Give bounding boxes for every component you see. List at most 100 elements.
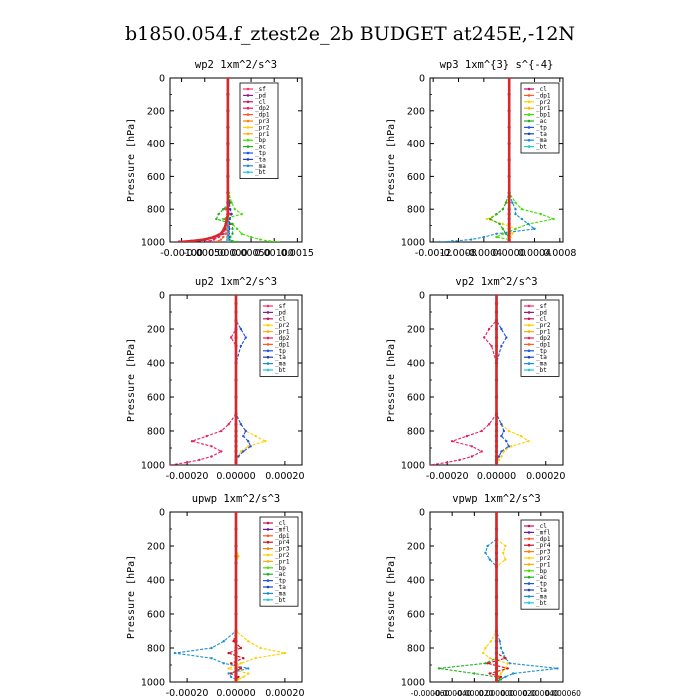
legend-label: _dp2: [536, 335, 551, 342]
y-tick-label: 1000: [401, 238, 425, 249]
y-tick-label: 200: [407, 542, 425, 553]
data-point-pr2: [247, 672, 250, 675]
data-point-pr2: [502, 450, 506, 453]
x-tick-label: 0.00020: [265, 688, 304, 699]
data-point-pr2: [519, 434, 523, 438]
legend-label: _pr2: [536, 322, 551, 329]
data-point-ac: [498, 222, 501, 226]
legend-label: _pd: [275, 309, 286, 316]
panel-0: wp2 1xm^2/s^3 0 200 400 600 800 1000-0.00100-0…: [126, 59, 314, 259]
data-point-tp: [249, 445, 252, 448]
data-point-ac: [504, 201, 508, 204]
legend-label: _sf: [255, 86, 266, 93]
data-point-pr4: [239, 667, 243, 670]
legend-label: _ma: [536, 593, 547, 600]
legend-marker-mfl: [527, 531, 531, 534]
data-point-ta: [230, 212, 233, 216]
legend: _cl_mfl_dp1_pr4_pr3_pr2_pr1_bp_ac_tp_ta_…: [520, 519, 560, 610]
data-point-ma: [533, 227, 536, 231]
y-tick-label: 800: [147, 644, 165, 655]
legend-label: _bt: [275, 597, 286, 604]
legend-label: _pd: [255, 92, 266, 99]
series-group: [437, 512, 559, 682]
x-tick-label: -0.00020: [166, 471, 209, 482]
data-point-ma: [504, 675, 507, 679]
legend-label: _dp1: [536, 341, 551, 348]
legend-marker-pd: [246, 94, 250, 97]
legend-marker-ta: [266, 585, 270, 589]
legend-label: _cl: [255, 99, 266, 106]
legend-label: _pr4: [275, 539, 290, 546]
legend-label: _bp: [275, 565, 286, 572]
data-point-ma: [210, 646, 213, 650]
data-point-pr4: [504, 657, 507, 660]
data-point-bp: [233, 208, 237, 211]
legend-marker-ta: [266, 355, 270, 359]
legend-marker-tp: [266, 349, 270, 353]
legend-label: _mfl: [275, 526, 290, 533]
legend-label: _pr1: [536, 561, 551, 568]
x-tick-label: 0.00000: [216, 471, 255, 482]
data-point-ma: [498, 640, 502, 643]
x-tick-label: -0.00020: [426, 471, 469, 482]
legend-label: _ac: [275, 571, 286, 578]
data-point-dp2: [487, 423, 491, 426]
legend-marker-ta: [246, 158, 250, 161]
x-tick-label: -0.00050: [183, 248, 226, 259]
data-point-ma: [222, 662, 225, 665]
legend-marker-pr2: [266, 323, 270, 327]
x-tick-label: 0.00100: [255, 248, 294, 259]
legend-marker-pr4: [266, 540, 270, 544]
legend-marker-bt: [527, 145, 531, 148]
data-point-pr2: [247, 445, 250, 448]
legend-label: _ta: [275, 354, 286, 361]
data-point-ma: [173, 651, 177, 655]
data-point-pr2: [506, 662, 509, 665]
data-point-pr2: [527, 440, 530, 443]
legend-label: _dp1: [275, 533, 290, 540]
legend-marker-ac: [266, 572, 270, 576]
legend-marker-bt: [266, 598, 270, 602]
series-line-tp: [495, 295, 510, 465]
legend-label: _tp: [536, 581, 547, 588]
data-point-dp2: [190, 440, 194, 443]
data-point-dp1: [217, 239, 220, 242]
data-point-bp: [277, 240, 281, 242]
data-point-ac: [437, 667, 441, 670]
legend-marker-dp1: [527, 343, 531, 346]
legend-label: _bp1: [536, 112, 551, 119]
legend-marker-ta: [527, 355, 531, 359]
data-point-ac: [231, 227, 234, 231]
legend-label: _pr4: [536, 542, 551, 549]
plot-frame: [169, 77, 303, 243]
figure-title: b1850.054.f_ztest2e_2b BUDGET at245E,-12…: [125, 23, 575, 45]
x-tick-label: 0.00000: [208, 248, 247, 259]
legend-label: _bt: [536, 144, 547, 151]
legend-label: _pr2: [536, 555, 551, 562]
y-tick-label: 600: [407, 610, 425, 621]
data-point-ma: [469, 238, 473, 241]
x-tick-label: 0.000020: [501, 689, 537, 698]
data-point-dp2: [480, 450, 483, 453]
series-line-cl-highlight: [179, 78, 230, 242]
legend-label: _cl: [275, 316, 286, 323]
legend-label: _dp1: [536, 92, 551, 99]
data-point-ma: [508, 662, 511, 665]
data-point-dp2: [458, 458, 461, 462]
series-line-dp2: [170, 295, 237, 465]
data-point-pr4: [486, 662, 489, 665]
data-point-ma: [526, 222, 530, 226]
legend-label: _dp1: [275, 341, 290, 348]
x-tick-label: -0.0004: [465, 248, 502, 259]
panel-5: vpwp 1xm^2/s^3 0 200 400 600 800 1000-0.000060…: [386, 493, 581, 698]
data-point-dp2: [198, 458, 201, 462]
legend-marker-tp: [246, 151, 250, 155]
legend-marker-cl: [266, 317, 270, 321]
data-point-dp2: [205, 240, 209, 242]
legend-marker-cl: [527, 317, 531, 321]
y-tick-label: 200: [147, 106, 165, 117]
legend-label: _pr1: [536, 105, 551, 112]
legend-label: _ta: [536, 131, 547, 138]
data-point-dp1: [215, 240, 218, 242]
legend-label: _mfl: [536, 529, 551, 536]
